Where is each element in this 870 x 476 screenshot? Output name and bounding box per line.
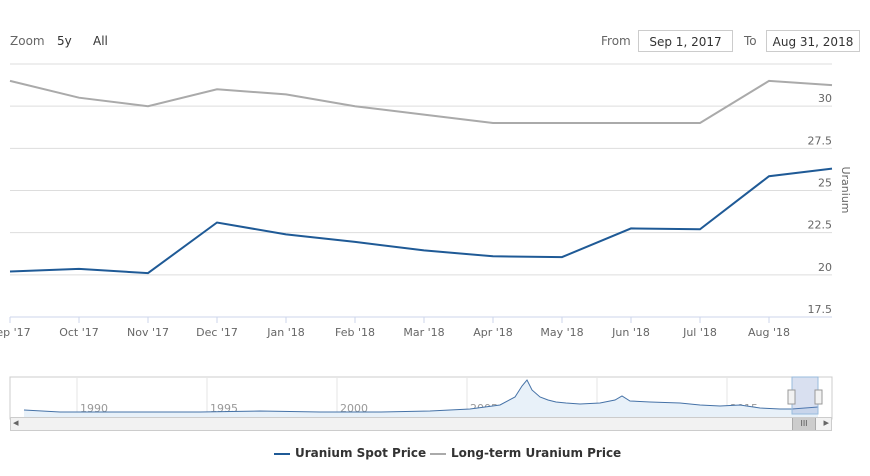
series-lines [9,79,833,275]
main-chart: 17.5 20 22.5 25 27.5 30 Sep '17 Oct '17 Nov '17… [0,63,852,339]
x-tick-label: Mar '18 [403,326,444,339]
scroll-right-arrow[interactable]: ▸ [823,416,829,429]
x-tick-label: Aug '18 [748,326,790,339]
navigator-area [24,380,818,419]
navigator-left-handle[interactable] [787,389,796,405]
zoom-label: Zoom [10,34,45,48]
x-tick-label: Oct '17 [59,326,99,339]
to-label: To [744,34,757,48]
legend-item-spot[interactable]: Uranium Spot Price [295,446,427,460]
scroll-grip-icon: III [800,419,808,428]
navigator-line [23,379,819,413]
scrollbar[interactable]: ◂ III ▸ [10,416,832,431]
x-tick-label: Nov '17 [127,326,169,339]
series-line-long-term-price[interactable] [9,79,833,124]
from-date-input[interactable]: Sep 1, 2017 [638,30,733,52]
y-axis-ticks: 17.5 20 22.5 25 27.5 30 [808,92,833,316]
x-tick-label: Feb '18 [335,326,375,339]
y-tick-label: 22.5 [808,219,833,232]
zoom-5y-button[interactable]: 5y [57,34,72,48]
navigator-right-handle[interactable] [814,389,823,405]
y-tick-label: 17.5 [808,303,833,316]
x-tick-label: Dec '17 [196,326,238,339]
legend-item-long-term[interactable]: Long-term Uranium Price [451,446,622,460]
y-axis-title: Uranium [839,166,852,213]
legend-swatch-long-term [430,453,446,455]
y-tick-label: 25 [818,177,832,190]
x-axis-ticks: Sep '17 Oct '17 Nov '17 Dec '17 Jan '18 Feb '… [0,316,832,339]
x-tick-label: Jan '18 [266,326,304,339]
x-tick-label: Sep '17 [0,326,31,339]
navigator-selection[interactable] [791,376,819,415]
x-tick-label: Jul '18 [682,326,717,339]
y-tick-label: 20 [818,261,832,274]
x-tick-label: May '18 [540,326,583,339]
x-tick-label: Jun '18 [611,326,650,339]
navigator[interactable]: 199019952000200520102015 [0,372,870,432]
grid-lines [10,63,832,318]
zoom-all-button[interactable]: All [93,34,108,48]
scroll-left-arrow[interactable]: ◂ [13,416,19,429]
y-tick-label: 27.5 [808,134,833,147]
from-label: From [601,34,631,48]
to-date-input[interactable]: Aug 31, 2018 [766,30,860,52]
legend-swatch-spot [274,453,290,455]
x-tick-label: Apr '18 [473,326,513,339]
scroll-thumb[interactable]: III [792,418,816,430]
y-tick-label: 30 [818,92,832,105]
series-line-spot-price[interactable] [9,167,833,275]
